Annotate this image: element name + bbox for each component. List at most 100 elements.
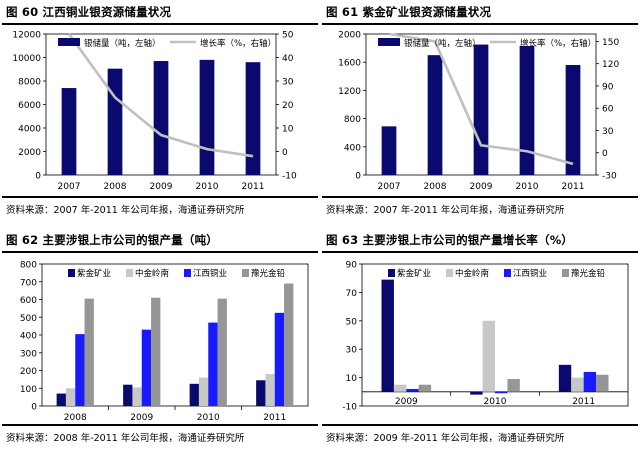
x-tick-label: 2010 — [516, 182, 539, 192]
bar-2010 — [519, 45, 535, 175]
y-right-tick-label: 60 — [602, 105, 614, 115]
title-rule — [2, 23, 318, 25]
legend-swatch — [242, 269, 249, 277]
bar-紫金矿业-2011 — [256, 380, 266, 406]
bar-中金岭南-2011 — [265, 374, 275, 406]
chart-title: 图 61 紫金矿业银资源储量状况 — [326, 5, 492, 19]
source-note: 资料来源：2008 年-2011 年公司年报，海通证券研究所 — [6, 433, 245, 444]
y-right-tick-label: 30 — [602, 127, 614, 137]
source-rule — [322, 196, 638, 198]
chart-panel-4: 图 63 主要涉银上市公司的银产量增长率（%） -10 10 30 50 70 90 200… — [322, 230, 638, 450]
y-tick-label: 70 — [346, 289, 358, 299]
y-right-tick-label: -10 — [282, 172, 297, 182]
x-tick-label: 2010 — [197, 413, 220, 423]
y-right-tick-label: 150 — [602, 38, 619, 48]
y-right-tick-label: 10 — [282, 125, 294, 135]
bar-2008 — [427, 55, 443, 175]
x-tick-label: 2009 — [395, 397, 418, 407]
bar-江西铜业-2009 — [141, 329, 152, 406]
legend-swatch — [504, 269, 511, 277]
legend-swatch-bar — [378, 38, 400, 46]
source-note: 资料来源：2009 年-2011 年公司年报，海通证券研究所 — [326, 433, 565, 444]
bar-2009 — [473, 44, 489, 176]
title-rule — [322, 23, 638, 25]
reserves-chart-zijin-mining: 0 400 800 1200 1600 2000 -30 0 30 60 90 120 150 2007 2… — [338, 31, 619, 193]
bar-中金岭南-2010 — [198, 377, 209, 406]
bar-紫金矿业-2009 — [381, 279, 394, 392]
reserves-chart-jiangxi-copper: 0 2000 4000 6000 8000 10000 12000 -10 0 10 20 30 40 5… — [12, 31, 297, 193]
bar-中金岭南-2011 — [571, 377, 584, 392]
chart-panel-2: 图 61 紫金矿业银资源储量状况 0 400 800 1200 1600 2000 -30 0… — [322, 2, 638, 222]
source-rule — [2, 424, 318, 426]
legend-label: 中金岭南 — [455, 268, 489, 279]
x-tick-label: 2010 — [196, 182, 219, 192]
bar-2010 — [199, 59, 215, 175]
y-tick-label: -10 — [342, 403, 357, 413]
legend-label-bar: 银储量（吨，左轴） — [404, 38, 481, 49]
legend-swatch — [388, 269, 395, 277]
x-tick-label: 2008 — [424, 182, 447, 192]
y-left-tick-label: 1600 — [338, 59, 361, 69]
legend-label: 中金岭南 — [135, 268, 169, 279]
legend-swatch — [562, 269, 569, 277]
y-left-tick-label: 2000 — [338, 31, 361, 41]
legend-label-bar: 银储量（吨，左轴） — [84, 38, 161, 49]
chart-panel-1: 图 60 江西铜业银资源储量状况 0 2000 4000 6000 8000 10000 1… — [2, 2, 318, 222]
bar-2011 — [245, 62, 261, 176]
bar-紫金矿业-2009 — [123, 384, 133, 406]
y-tick-label: 90 — [346, 261, 358, 271]
legend-label-line: 增长率（%，右轴） — [200, 38, 276, 49]
legend-label: 紫金矿业 — [77, 268, 111, 279]
bar-中金岭南-2009 — [393, 384, 407, 392]
bar-中金岭南-2008 — [65, 388, 76, 406]
y-right-tick-label: 120 — [602, 60, 619, 70]
bar-江西铜业-2008 — [75, 334, 85, 406]
bar-紫金矿业-2010 — [189, 383, 199, 406]
silver-output-chart: 0 100 200 300 400 500 600 700 800 2008 2009 2010 201… — [20, 261, 309, 423]
bar-江西铜业-2010 — [208, 322, 218, 406]
bar-豫光金铅-2011 — [596, 374, 609, 392]
y-tick-label: 200 — [20, 367, 37, 377]
legend-label: 江西铜业 — [193, 268, 227, 279]
x-tick-label: 2010 — [484, 397, 507, 407]
legend-swatch — [184, 269, 191, 277]
y-right-tick-label: 30 — [282, 78, 294, 88]
bar-江西铜业-2011 — [274, 312, 285, 406]
y-tick-label: 30 — [346, 346, 358, 356]
legend-swatch — [68, 269, 75, 277]
legend-label: 江西铜业 — [513, 268, 547, 279]
bar-江西铜业-2010 — [495, 391, 508, 394]
bar-豫光金铅-2010 — [507, 379, 520, 392]
y-right-tick-label: 0 — [282, 148, 288, 158]
y-right-tick-label: 0 — [602, 149, 608, 159]
bar-2011 — [565, 65, 581, 175]
x-tick-label: 2008 — [104, 182, 127, 192]
x-tick-label: 2007 — [58, 182, 81, 192]
bar-中金岭南-2010 — [482, 320, 495, 392]
y-left-tick-label: 4000 — [18, 125, 41, 135]
x-tick-label: 2011 — [562, 182, 585, 192]
y-tick-label: 400 — [20, 332, 37, 342]
y-right-tick-label: 50 — [282, 31, 294, 41]
y-left-tick-label: 12000 — [12, 31, 41, 41]
bar-2009 — [153, 61, 169, 175]
source-rule — [322, 424, 638, 426]
y-tick-label: 700 — [20, 278, 37, 288]
bar-紫金矿业-2010 — [470, 391, 483, 395]
y-tick-label: 300 — [20, 349, 37, 359]
y-tick-label: 800 — [20, 261, 37, 271]
bar-2007 — [381, 126, 397, 175]
plot-frame — [361, 263, 629, 407]
y-right-tick-label: -30 — [602, 172, 617, 182]
bar-2008 — [107, 68, 123, 175]
y-right-tick-label: 40 — [282, 54, 294, 64]
bar-江西铜业-2011 — [583, 371, 597, 392]
x-tick-label: 2008 — [64, 413, 87, 423]
y-left-tick-label: 0 — [355, 172, 361, 182]
bar-江西铜业-2009 — [406, 388, 419, 392]
y-tick-label: 100 — [20, 385, 37, 395]
growth-line — [67, 33, 254, 158]
x-tick-label: 2009 — [470, 182, 493, 192]
x-tick-label: 2011 — [572, 397, 595, 407]
y-tick-label: 10 — [346, 374, 358, 384]
